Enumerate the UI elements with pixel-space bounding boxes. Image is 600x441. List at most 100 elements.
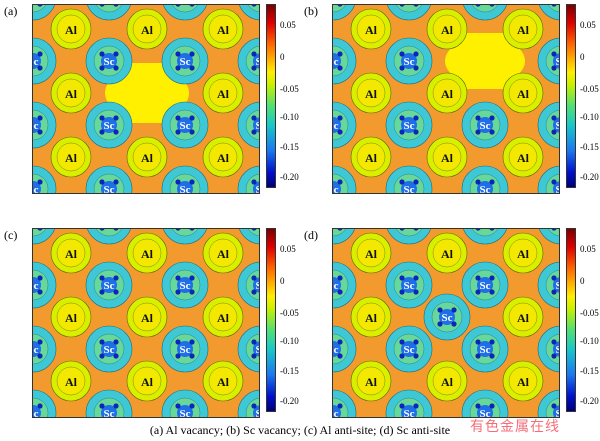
al-label: Al	[217, 375, 230, 389]
panel-b: (b) ScScScScScScScScScScScScScScScAlAlAl…	[304, 4, 599, 194]
al-label: Al	[365, 151, 378, 165]
sc-core	[101, 341, 117, 357]
sc-shell	[96, 5, 122, 13]
al-core	[356, 142, 386, 172]
al-label: Al	[141, 311, 154, 325]
sc-lobe	[551, 403, 557, 409]
sc-lobe	[113, 275, 119, 281]
sc-lobe	[175, 5, 181, 7]
sc-lobe	[99, 115, 105, 121]
sc-lobe	[251, 129, 257, 135]
sc-lobe	[489, 193, 494, 194]
sc-label: Sc	[404, 120, 415, 132]
sc-lobe	[399, 275, 405, 281]
sc-lobe	[551, 129, 557, 135]
sc-label: Sc	[333, 120, 339, 132]
sc-lobe	[189, 289, 195, 295]
sc-core	[253, 277, 259, 293]
sc-lobe	[475, 275, 481, 281]
sc-label: Sc	[480, 120, 491, 132]
sc-lobe	[37, 193, 42, 194]
sc-lobe	[551, 229, 557, 231]
sc-label: Sc	[556, 408, 561, 418]
sc-lobe	[337, 65, 343, 71]
sc-lobe	[113, 229, 119, 231]
sc-label: Sc	[333, 280, 339, 292]
sc-lobe	[399, 5, 405, 7]
al-core	[56, 302, 86, 332]
sc-atom	[387, 5, 431, 21]
colorbar-tick: 0	[580, 276, 585, 286]
sc-label: Sc	[256, 56, 261, 68]
sc-core	[477, 277, 493, 293]
sc-atom	[387, 229, 431, 245]
al-label: Al	[365, 87, 378, 101]
panel-a: (a) ScScScScScScScScScScScScScScScScAlAl…	[4, 4, 299, 194]
al-core	[132, 142, 162, 172]
sc-core	[253, 117, 259, 133]
sc-lobe	[99, 229, 105, 231]
sc-label: Sc	[256, 408, 261, 418]
sc-lobe	[251, 179, 257, 185]
sc-lobe	[113, 289, 119, 295]
sc-lobe	[113, 179, 119, 185]
charge-density-map: ScScScScScScScScScScScScScScScScAlAlAlAl…	[332, 228, 560, 418]
sc-shell	[96, 229, 122, 237]
al-label: Al	[141, 375, 154, 389]
sc-core	[253, 181, 259, 193]
sc-lobe	[175, 417, 180, 418]
sc-lobe	[189, 339, 195, 345]
sc-label: Sc	[256, 120, 261, 132]
sc-lobe	[113, 417, 118, 418]
colorbar-tick: -0.20	[580, 396, 599, 406]
sc-lobe	[337, 229, 343, 231]
sc-label: Sc	[104, 56, 115, 68]
sc-lobe	[489, 353, 495, 359]
sc-atom	[163, 229, 207, 245]
sc-lobe	[337, 275, 343, 281]
sc-shell	[248, 229, 259, 237]
colorbar-tick: -0.20	[280, 172, 299, 182]
al-core	[56, 14, 86, 44]
sc-lobe	[337, 403, 343, 409]
al-label: Al	[365, 375, 378, 389]
colorbar-tick: 0.05	[280, 244, 296, 254]
sc-lobe	[37, 289, 43, 295]
sc-core	[553, 53, 559, 69]
sc-lobe	[175, 229, 181, 231]
sc-core	[253, 53, 259, 69]
al-label: Al	[141, 247, 154, 261]
colorbar-tick: -0.05	[280, 84, 299, 94]
sc-label: Sc	[33, 280, 39, 292]
sc-label: Sc	[404, 56, 415, 68]
contour-plot: ScScScScScScScScScScScScScScScScAlAlAlAl…	[33, 229, 261, 418]
sc-label: Sc	[556, 280, 561, 292]
al-core	[208, 302, 238, 332]
sc-lobe	[189, 403, 195, 409]
colorbar	[266, 228, 276, 412]
sc-core	[333, 341, 341, 357]
sc-label: Sc	[556, 344, 561, 356]
contour-plot: ScScScScScScScScScScScScScScScScAlAlAlAl…	[33, 5, 261, 194]
colorbar-tick: -0.20	[280, 396, 299, 406]
sc-lobe	[489, 403, 495, 409]
sc-lobe	[451, 321, 457, 327]
sc-lobe	[113, 403, 119, 409]
al-core	[432, 238, 462, 268]
sc-lobe	[413, 65, 419, 71]
sc-lobe	[175, 289, 181, 295]
sc-lobe	[437, 321, 443, 327]
sc-lobe	[175, 275, 181, 281]
sc-lobe	[399, 403, 405, 409]
sc-shell	[333, 229, 346, 237]
colorbar-tick: 0.05	[580, 244, 596, 254]
sc-label: Sc	[333, 344, 339, 356]
sc-core	[177, 277, 193, 293]
sc-label: Sc	[104, 120, 115, 132]
colorbar-tick: 0.05	[580, 20, 596, 30]
al-core	[132, 238, 162, 268]
sc-lobe	[489, 229, 495, 231]
sc-shell	[548, 5, 559, 13]
sc-core	[333, 53, 341, 69]
sc-label: Sc	[442, 312, 453, 324]
